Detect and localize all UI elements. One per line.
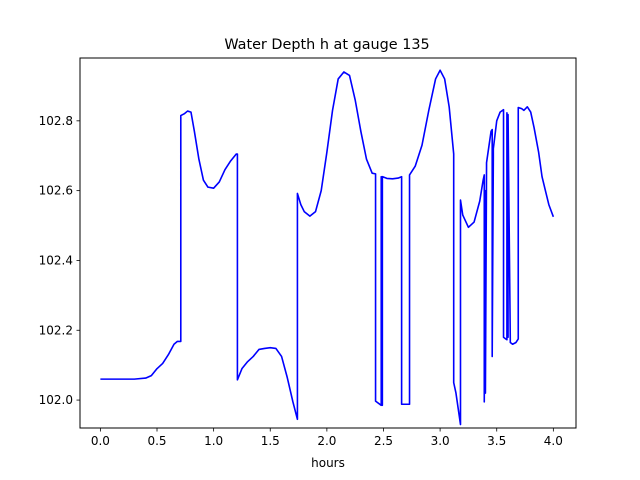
y-tick-label: 102.6 [39,184,73,198]
x-axis-label: hours [311,456,345,470]
x-tick-label: 1.0 [204,434,223,448]
x-tick-label: 3.5 [487,434,506,448]
x-tick-label: 1.5 [261,434,280,448]
plot-frame [79,57,577,429]
y-tick-label: 102.2 [39,323,73,337]
series-layer [100,69,555,426]
x-axis: 0.0 0.5 1.0 1.5 2.0 2.5 3.0 3.5 4.0 [91,428,563,448]
y-tick-label: 102.0 [39,393,73,407]
x-tick-label: 0.5 [147,434,166,448]
y-tick-label: 102.4 [39,253,73,267]
y-tick-label: 102.8 [39,114,73,128]
x-tick-label: 2.0 [317,434,336,448]
series-line-0 [100,69,555,426]
x-tick-label: 0.0 [91,434,110,448]
x-tick-label: 3.0 [431,434,450,448]
x-tick-label: 2.5 [374,434,393,448]
chart-title: Water Depth h at gauge 135 [224,37,429,53]
x-tick-label: 4.0 [544,434,563,448]
y-axis: 102.0 102.2 102.4 102.6 102.8 [39,114,80,407]
